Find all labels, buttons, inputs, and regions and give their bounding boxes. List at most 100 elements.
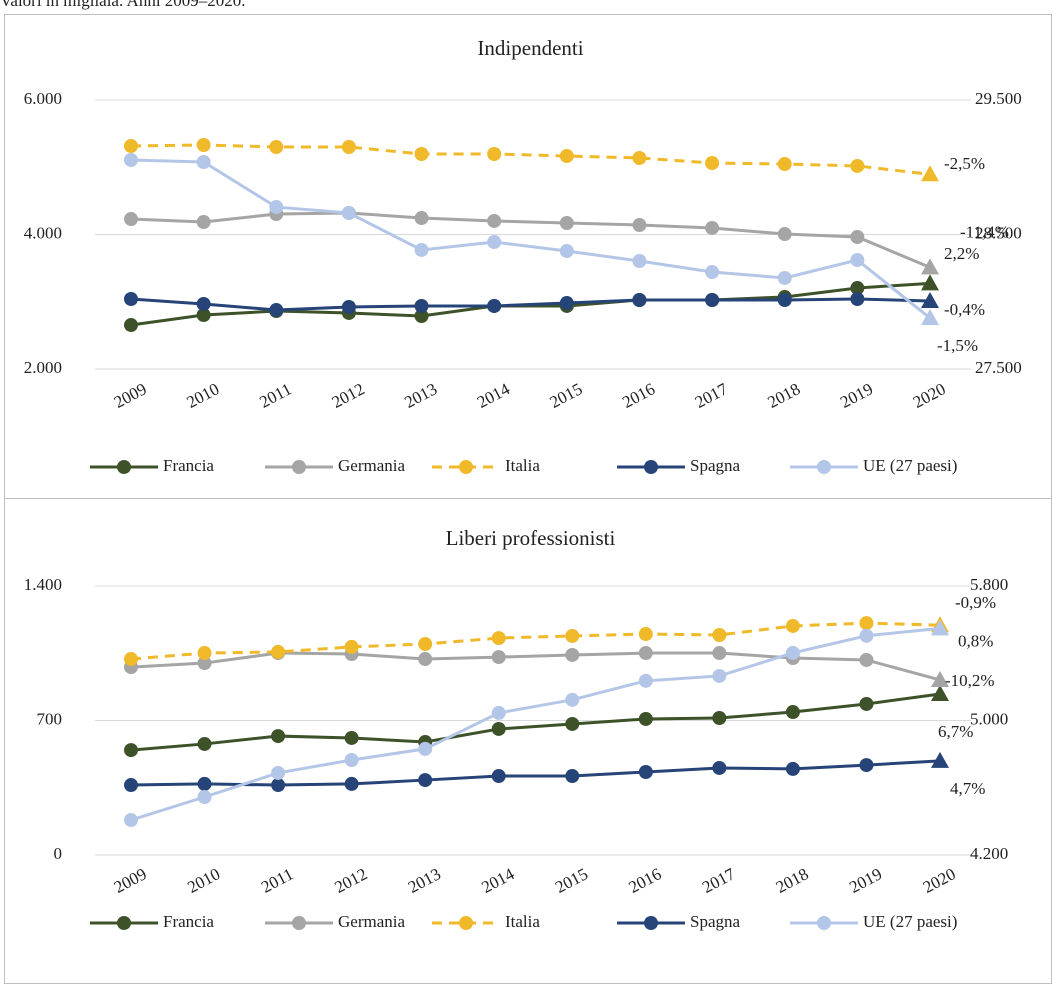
- data-point-end: [931, 684, 949, 701]
- legend-label: Germania: [338, 456, 405, 475]
- legend-label: Francia: [163, 456, 214, 475]
- data-point: [269, 200, 284, 215]
- data-point: [632, 253, 647, 268]
- series-line: [130, 158, 931, 320]
- data-point: [559, 296, 574, 311]
- data-point: [850, 229, 865, 244]
- end-label: -2,5%: [944, 154, 985, 173]
- data-point: [638, 646, 653, 661]
- data-point: [565, 628, 580, 643]
- series-line: [130, 692, 941, 752]
- data-point: [777, 293, 792, 308]
- x-tick-label: 2012: [329, 379, 368, 412]
- data-point: [859, 652, 874, 667]
- data-point: [197, 776, 212, 791]
- legend-marker: [117, 916, 131, 930]
- data-point: [124, 813, 138, 828]
- x-tick-label: 2018: [773, 864, 812, 897]
- data-point: [705, 265, 720, 280]
- legend-marker: [459, 916, 473, 930]
- chart-title: Indipendenti: [477, 36, 583, 60]
- data-point: [705, 293, 720, 308]
- data-point: [777, 227, 792, 242]
- data-point: [418, 637, 433, 652]
- data-point: [777, 157, 792, 172]
- x-tick-label: 2019: [837, 379, 876, 412]
- data-point: [785, 705, 800, 720]
- data-point: [850, 253, 865, 268]
- data-point: [565, 769, 580, 784]
- data-point: [785, 761, 800, 776]
- data-point: [777, 270, 792, 285]
- data-point: [271, 729, 286, 744]
- legend-marker: [117, 460, 131, 474]
- data-point: [638, 764, 653, 779]
- legend-marker: [644, 460, 658, 474]
- end-label: -1,5%: [937, 336, 978, 355]
- x-tick-label: 2009: [111, 864, 150, 897]
- data-point-end: [931, 670, 949, 687]
- data-point: [124, 778, 138, 793]
- series-line: [130, 297, 931, 312]
- data-point: [859, 628, 874, 643]
- y-tick-label: 1.400: [24, 575, 62, 594]
- data-point: [712, 668, 727, 683]
- data-point: [196, 296, 211, 311]
- data-point: [859, 696, 874, 711]
- y2-tick-label: 5.800: [970, 575, 1008, 594]
- data-point-end: [921, 292, 939, 309]
- data-point: [124, 652, 138, 667]
- data-point: [344, 730, 359, 745]
- data-point: [712, 711, 727, 726]
- data-point: [414, 298, 429, 313]
- x-tick-label: 2018: [765, 379, 804, 412]
- data-point: [341, 140, 356, 155]
- series-line: [130, 626, 941, 822]
- x-tick-label: 2019: [846, 864, 885, 897]
- data-point: [124, 152, 138, 167]
- data-point: [491, 769, 506, 784]
- x-tick-label: 2017: [699, 864, 738, 897]
- data-point: [632, 150, 647, 165]
- data-point: [632, 218, 647, 233]
- y2-tick-label: 27.500: [975, 358, 1022, 377]
- data-point: [705, 156, 720, 171]
- data-point-end: [921, 165, 939, 182]
- y-tick-label: 2.000: [24, 358, 62, 377]
- legend-label: Italia: [505, 456, 540, 475]
- end-label: -0,4%: [944, 300, 985, 319]
- x-tick-label: 2011: [256, 379, 294, 411]
- data-point: [271, 765, 286, 780]
- data-point: [418, 652, 433, 667]
- data-point: [487, 235, 502, 250]
- data-point: [269, 140, 284, 155]
- data-point: [197, 656, 212, 671]
- data-point: [414, 147, 429, 162]
- series-line: [130, 211, 931, 269]
- data-point: [418, 741, 433, 756]
- data-point: [559, 244, 574, 259]
- data-point: [487, 213, 502, 228]
- data-point: [196, 155, 211, 170]
- caption: Valori in migliaia. Anni 2009–2020.: [0, 0, 246, 10]
- data-point: [638, 711, 653, 726]
- data-point: [638, 627, 653, 642]
- x-tick-label: 2020: [910, 379, 949, 412]
- x-tick-label: 2014: [479, 864, 518, 897]
- end-label: -11,4%: [960, 222, 1009, 241]
- series-line: [130, 651, 941, 682]
- series-line: [130, 621, 941, 661]
- legend-label: UE (27 paesi): [863, 456, 957, 475]
- data-point: [785, 618, 800, 633]
- end-label: -0,9%: [955, 593, 996, 612]
- data-point: [487, 147, 502, 162]
- y-tick-label: 700: [37, 709, 63, 728]
- data-point-end: [921, 309, 939, 326]
- series-line: [130, 143, 931, 176]
- data-point: [785, 645, 800, 660]
- x-tick-label: 2015: [547, 379, 586, 412]
- data-point: [271, 644, 286, 659]
- legend-label: Spagna: [690, 912, 741, 931]
- x-tick-label: 2010: [183, 379, 222, 412]
